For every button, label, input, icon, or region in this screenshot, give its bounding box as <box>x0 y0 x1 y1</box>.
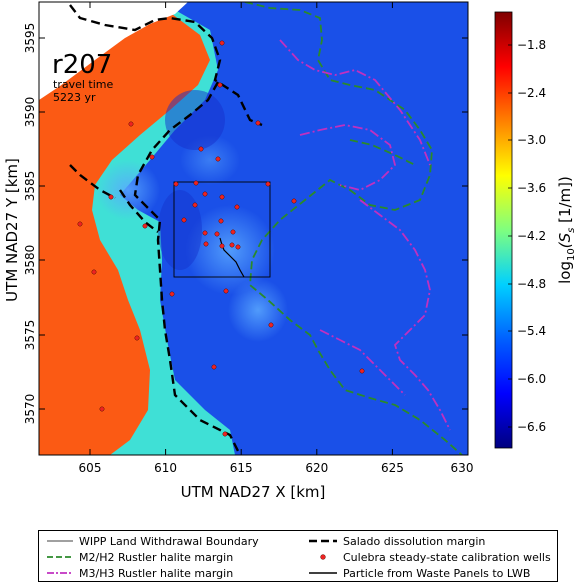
well-marker <box>128 121 134 127</box>
no-data-corner <box>39 2 188 100</box>
well-marker <box>265 181 271 187</box>
y-tick-label: 3570 <box>23 394 37 425</box>
colorbar-tick-label: −6.0 <box>517 372 546 386</box>
colorbar-tick-label: −3.0 <box>517 133 546 147</box>
plot-frame <box>38 1 469 456</box>
colorbar-tick-label: −6.6 <box>517 420 546 434</box>
legend-label: WIPP Land Withdrawal Boundary <box>79 534 259 548</box>
colorbar-tick-label: −5.4 <box>517 324 546 338</box>
well-marker <box>142 223 148 229</box>
salado-margin-outer <box>69 4 263 455</box>
well-marker <box>181 217 187 223</box>
well-marker <box>230 229 236 235</box>
well-marker <box>91 269 97 275</box>
well-marker <box>192 202 198 208</box>
colorbar: −1.8 −2.4 −3.0 −3.6 −4.2 −4.8 −5.4 −6.0 … <box>494 11 577 449</box>
dark-patch <box>158 190 202 270</box>
colorbar-tick-label: −2.4 <box>517 86 546 100</box>
x-tick-label: 610 <box>154 461 177 475</box>
well-marker <box>202 191 208 197</box>
y-tick-label: 3590 <box>23 97 37 128</box>
y-tick-label: 3575 <box>23 320 37 351</box>
colorbar-tick-label: −3.6 <box>517 181 546 195</box>
well-marker <box>219 243 225 249</box>
y-tick-label: 3595 <box>23 23 37 54</box>
well-marker <box>203 241 209 247</box>
x-tick-label: 630 <box>451 461 474 475</box>
well-marker <box>211 364 217 370</box>
run-label: r207 <box>52 50 112 80</box>
well-marker <box>134 335 140 341</box>
legend-item-wells: Culebra steady-state calibration wells <box>309 549 551 565</box>
well-marker <box>219 194 225 200</box>
light-patch <box>96 160 160 220</box>
travel-time-label: travel time <box>53 78 113 91</box>
legend-item-m2h2-margin: M2/H2 Rustler halite margin <box>47 549 233 565</box>
travel-time-value: 5223 yr <box>53 91 96 104</box>
legend-item-wipp-boundary: WIPP Land Withdrawal Boundary <box>47 533 259 549</box>
well-marker <box>173 181 179 187</box>
well-marker <box>291 198 297 204</box>
y-tick-label: 3580 <box>23 245 37 276</box>
well-marker <box>202 230 208 236</box>
well-marker <box>217 82 223 88</box>
well-marker <box>99 406 105 412</box>
colorbar-tick-label: −1.8 <box>517 38 546 52</box>
well-marker <box>268 322 274 328</box>
x-tick-label: 605 <box>79 461 102 475</box>
x-tick-label: 615 <box>230 461 253 475</box>
light-patch <box>185 205 275 295</box>
colorbar-tick-label: −4.2 <box>517 229 546 243</box>
salado-margin-inner <box>119 189 159 233</box>
well-marker <box>215 156 221 162</box>
dark-patch <box>165 90 225 150</box>
x-tick-label: 620 <box>305 461 328 475</box>
well-marker <box>255 120 261 126</box>
x-axis-title: UTM NAD27 X [km] <box>181 483 326 501</box>
x-axis: 605 610 615 620 625 630 UTM NAD27 X [km] <box>79 2 474 501</box>
colorbar-tick-label: −4.8 <box>517 277 546 291</box>
well-marker <box>149 154 155 160</box>
well-marker <box>229 242 235 248</box>
x-tick-label: 625 <box>381 461 404 475</box>
legend-label: M3/H3 Rustler halite margin <box>79 566 234 580</box>
legend-item-m3h3-margin: M3/H3 Rustler halite margin <box>47 565 233 581</box>
legend-label: M2/H2 Rustler halite margin <box>79 550 234 564</box>
well-marker <box>193 180 199 186</box>
legend-label: Particle from Waste Panels to LWB <box>343 566 531 580</box>
legend-label: Culebra steady-state calibration wells <box>343 550 551 564</box>
well-marker <box>223 288 229 294</box>
wipp-boundary <box>173 181 271 278</box>
legend-item-salado-margin: Salado dissolution margin <box>309 533 485 549</box>
y-tick-label: 3585 <box>23 171 37 202</box>
wells <box>77 40 365 437</box>
well-marker <box>198 146 204 152</box>
well-marker <box>222 431 228 437</box>
colorbar-gradient <box>494 11 513 449</box>
salado-margin-west <box>69 164 116 200</box>
well-marker <box>77 221 83 227</box>
well-marker <box>359 368 365 374</box>
well-marker <box>169 291 175 297</box>
legend-item-particle-track: Particle from Waste Panels to LWB <box>309 565 530 581</box>
well-marker <box>214 231 220 237</box>
y-axis-title: UTM NAD27 Y [km] <box>3 158 21 302</box>
well-marker <box>234 204 240 210</box>
legend-label: Salado dissolution margin <box>343 534 486 548</box>
y-axis: 3570 3575 3580 3585 3590 3595 UTM NAD27 … <box>3 23 468 425</box>
colorbar-title: log10(Ss [1/m]) <box>556 176 577 284</box>
well-marker <box>219 40 225 46</box>
well-marker <box>218 218 224 224</box>
well-marker <box>108 194 114 200</box>
well-marker <box>235 244 241 250</box>
orange-zone <box>39 14 210 455</box>
m3h3-margin <box>279 39 451 431</box>
map-area <box>39 2 468 455</box>
legend: WIPP Land Withdrawal Boundary Salado dis… <box>38 530 558 582</box>
